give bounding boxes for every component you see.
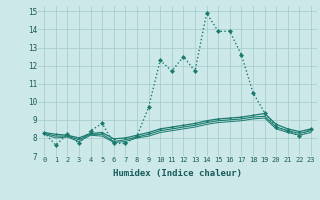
X-axis label: Humidex (Indice chaleur): Humidex (Indice chaleur) xyxy=(113,169,242,178)
